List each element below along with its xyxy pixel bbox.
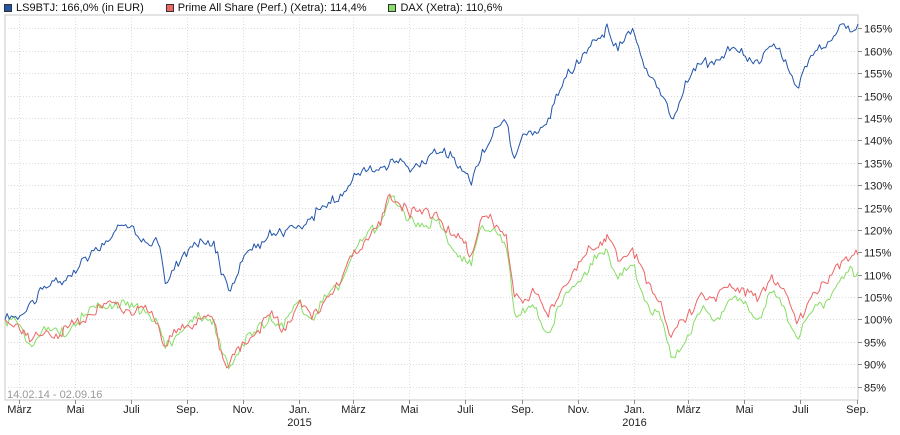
y-tick-label: 135% — [864, 159, 892, 171]
legend-item-prime-all-share[interactable]: Prime All Share (Perf.) (Xetra): 114,4% — [165, 2, 367, 14]
x-tick-label: Mai — [401, 404, 419, 416]
y-tick-label: 115% — [864, 248, 892, 260]
chart-legend: LS9BTJ: 166,0% (in EUR) Prime All Share … — [4, 1, 524, 15]
y-tick-label: 165% — [864, 24, 892, 36]
legend-item-ls9btj[interactable]: LS9BTJ: 166,0% (in EUR) — [4, 2, 144, 14]
y-tick-label: 150% — [864, 92, 892, 104]
legend-swatch-prime-all-share — [165, 4, 174, 12]
legend-label-dax: DAX (Xetra): 110,6% — [400, 2, 503, 14]
x-tick-label: Juli — [457, 404, 474, 416]
y-tick-label: 85% — [864, 383, 886, 395]
y-tick-label: 125% — [864, 204, 892, 216]
legend-label-ls9btj: LS9BTJ: 166,0% (in EUR) — [16, 2, 144, 14]
y-axis-ticks: 85% 90% 95% 100% 105% 110% 115% 120% 125% 130% 135… — [858, 24, 892, 395]
x-tick-label: Nov. — [233, 404, 255, 416]
y-tick-label: 100% — [864, 315, 892, 327]
series-line-ls9btj — [4, 23, 859, 320]
legend-item-dax[interactable]: DAX (Xetra): 110,6% — [388, 2, 502, 14]
y-tick-label: 155% — [864, 69, 892, 81]
x-tick-label: Sep. — [176, 404, 199, 416]
x-tick-label: Juli — [792, 404, 809, 416]
y-tick-label: 95% — [864, 338, 886, 350]
x-tick-label: Jan. — [289, 404, 310, 416]
x-tick-label: Sep. — [846, 404, 869, 416]
x-tick-label: März — [7, 404, 31, 416]
date-range-label: 14.02.14 - 02.09.16 — [7, 389, 102, 401]
x-tick-year-label: 2015 — [287, 417, 311, 429]
x-tick-label: Nov. — [568, 404, 590, 416]
legend-swatch-dax — [388, 4, 397, 12]
x-tick-label: März — [341, 404, 365, 416]
legend-swatch-ls9btj — [4, 4, 12, 12]
x-tick-year-label: 2016 — [622, 417, 646, 429]
x-tick-label: März — [676, 404, 700, 416]
y-tick-label: 140% — [864, 136, 892, 148]
x-tick-label: Sep. — [511, 404, 534, 416]
x-tick-label: Jan. — [624, 404, 645, 416]
chart-series — [4, 23, 859, 370]
y-tick-label: 90% — [864, 360, 886, 372]
x-tick-label: Mai — [736, 404, 754, 416]
y-tick-label: 120% — [864, 226, 892, 238]
chart-gridlines — [4, 14, 859, 401]
series-line-dax — [4, 195, 859, 370]
y-tick-label: 160% — [864, 47, 892, 59]
legend-label-prime-all-share: Prime All Share (Perf.) (Xetra): 114,4% — [177, 2, 367, 14]
x-tick-label: Juli — [123, 404, 140, 416]
y-tick-label: 105% — [864, 293, 892, 305]
x-tick-label: Mai — [67, 404, 85, 416]
y-tick-label: 130% — [864, 181, 892, 193]
y-tick-label: 145% — [864, 114, 892, 126]
series-line-prime-all-share — [4, 193, 859, 369]
y-tick-label: 110% — [864, 271, 892, 283]
